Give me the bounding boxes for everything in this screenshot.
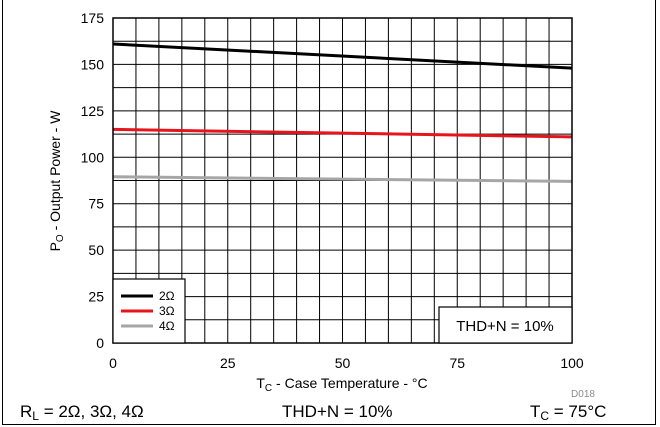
x-tick-label: 25 <box>220 355 236 371</box>
y-tick-label: 75 <box>88 196 104 212</box>
y-tick-label: 150 <box>81 56 105 72</box>
case-temperature-condition: TC = 75°C <box>530 402 607 423</box>
x-tick-label: 100 <box>560 355 584 371</box>
x-axis-label: TC - Case Temperature - °C <box>256 375 427 394</box>
y-tick-label: 100 <box>81 149 105 165</box>
series-line <box>112 42 573 70</box>
x-tick-label: 50 <box>335 355 351 371</box>
y-tick-label: 25 <box>88 289 104 305</box>
y-tick-label: 125 <box>81 103 105 119</box>
load-resistance-condition: RL = 2Ω, 3Ω, 4Ω <box>20 402 144 423</box>
series-line <box>112 127 573 139</box>
plot-area-border <box>112 17 573 344</box>
y-tick-label: 50 <box>88 242 104 258</box>
thd-annotation: THD+N = 10% <box>438 306 573 344</box>
thd-annotation-text: THD+N = 10% <box>456 318 554 335</box>
y-axis-label: PO - Output Power - W <box>47 110 66 252</box>
thd-condition: THD+N = 10% <box>282 402 393 421</box>
series-line <box>112 175 573 183</box>
figure-id: D018 <box>571 389 595 400</box>
thd-annotation-box <box>438 306 573 344</box>
output-power-vs-temperature-chart: 0 25 50 75 100 125 150 175 0 25 50 75 100 PO - Outp… <box>47 10 595 400</box>
y-tick-label: 0 <box>96 335 104 351</box>
legend-label: 4Ω <box>159 319 175 333</box>
legend-label: 2Ω <box>159 289 175 303</box>
x-tick-labels: 0 25 50 75 100 <box>109 355 584 371</box>
y-tick-labels: 0 25 50 75 100 125 150 175 <box>81 10 105 351</box>
y-tick-label: 175 <box>81 10 105 26</box>
x-tick-label: 75 <box>449 355 465 371</box>
legend-label: 3Ω <box>159 304 175 318</box>
x-tick-label: 0 <box>109 355 117 371</box>
series-lines <box>112 42 573 183</box>
